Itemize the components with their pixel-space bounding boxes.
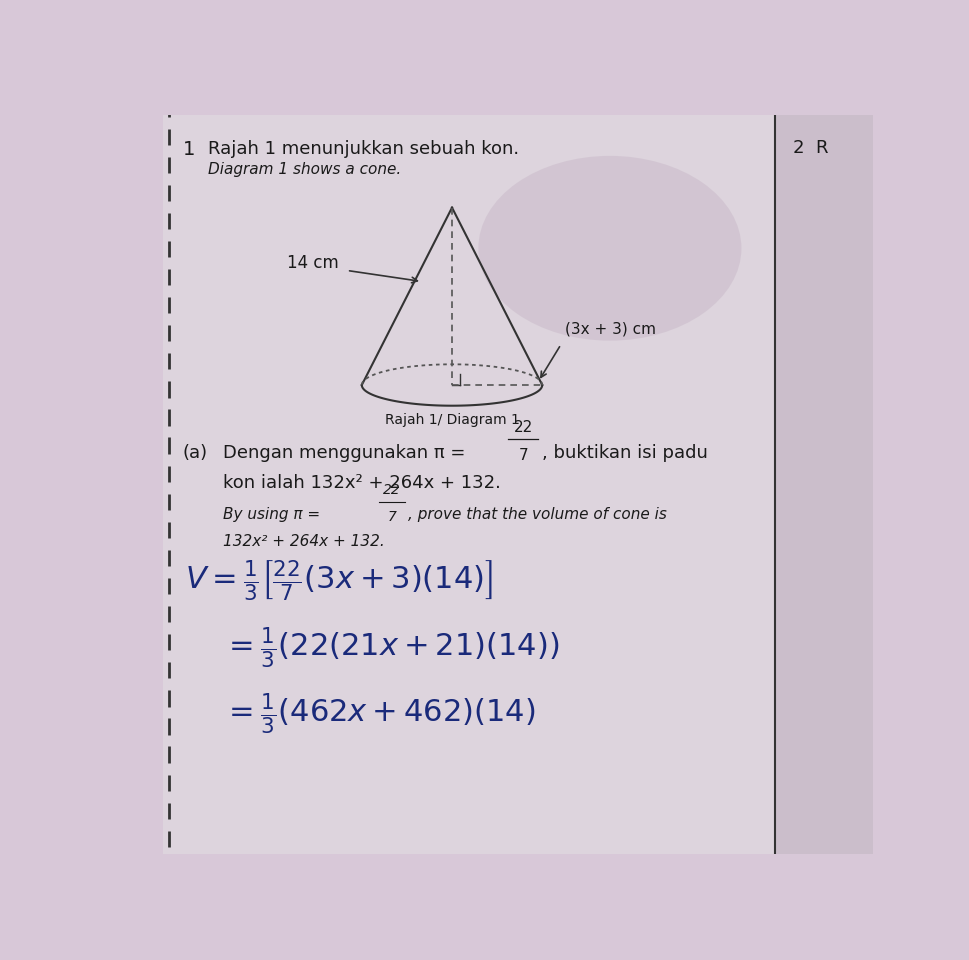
Text: 7: 7 — [518, 447, 528, 463]
Text: Diagram 1 shows a cone.: Diagram 1 shows a cone. — [207, 162, 400, 177]
Text: $=\frac{1}{3}(22(21x+21)(14))$: $=\frac{1}{3}(22(21x+21)(14))$ — [223, 625, 558, 671]
Text: , buktikan isi padu: , buktikan isi padu — [542, 444, 707, 462]
Text: 22: 22 — [514, 420, 533, 435]
Text: By using π =: By using π = — [223, 507, 320, 522]
Text: (a): (a) — [183, 444, 207, 462]
Text: $=\frac{1}{3}(462x+462)(14)$: $=\frac{1}{3}(462x+462)(14)$ — [223, 692, 535, 737]
Text: (3x + 3) cm: (3x + 3) cm — [564, 322, 655, 337]
Text: 22: 22 — [383, 484, 400, 497]
Text: $V = \frac{1}{3}\left[\frac{22}{7}(3x+3)(14)\right]$: $V = \frac{1}{3}\left[\frac{22}{7}(3x+3)… — [185, 559, 492, 604]
Text: , prove that the volume of cone is: , prove that the volume of cone is — [408, 507, 667, 522]
Text: Dengan menggunakan π =: Dengan menggunakan π = — [223, 444, 464, 462]
Text: Rajah 1/ Diagram 1: Rajah 1/ Diagram 1 — [384, 413, 519, 427]
Text: 2  R: 2 R — [792, 139, 828, 156]
FancyBboxPatch shape — [774, 115, 872, 854]
Text: 132x² + 264x + 132.: 132x² + 264x + 132. — [223, 535, 384, 549]
Text: Rajah 1 menunjukkan sebuah kon.: Rajah 1 menunjukkan sebuah kon. — [207, 140, 518, 158]
Ellipse shape — [478, 156, 740, 341]
Text: 7: 7 — [387, 510, 396, 524]
Text: 1: 1 — [183, 140, 195, 159]
FancyBboxPatch shape — [163, 115, 774, 854]
Text: 14 cm: 14 cm — [286, 254, 338, 272]
Text: kon ialah 132x² + 264x + 132.: kon ialah 132x² + 264x + 132. — [223, 473, 500, 492]
